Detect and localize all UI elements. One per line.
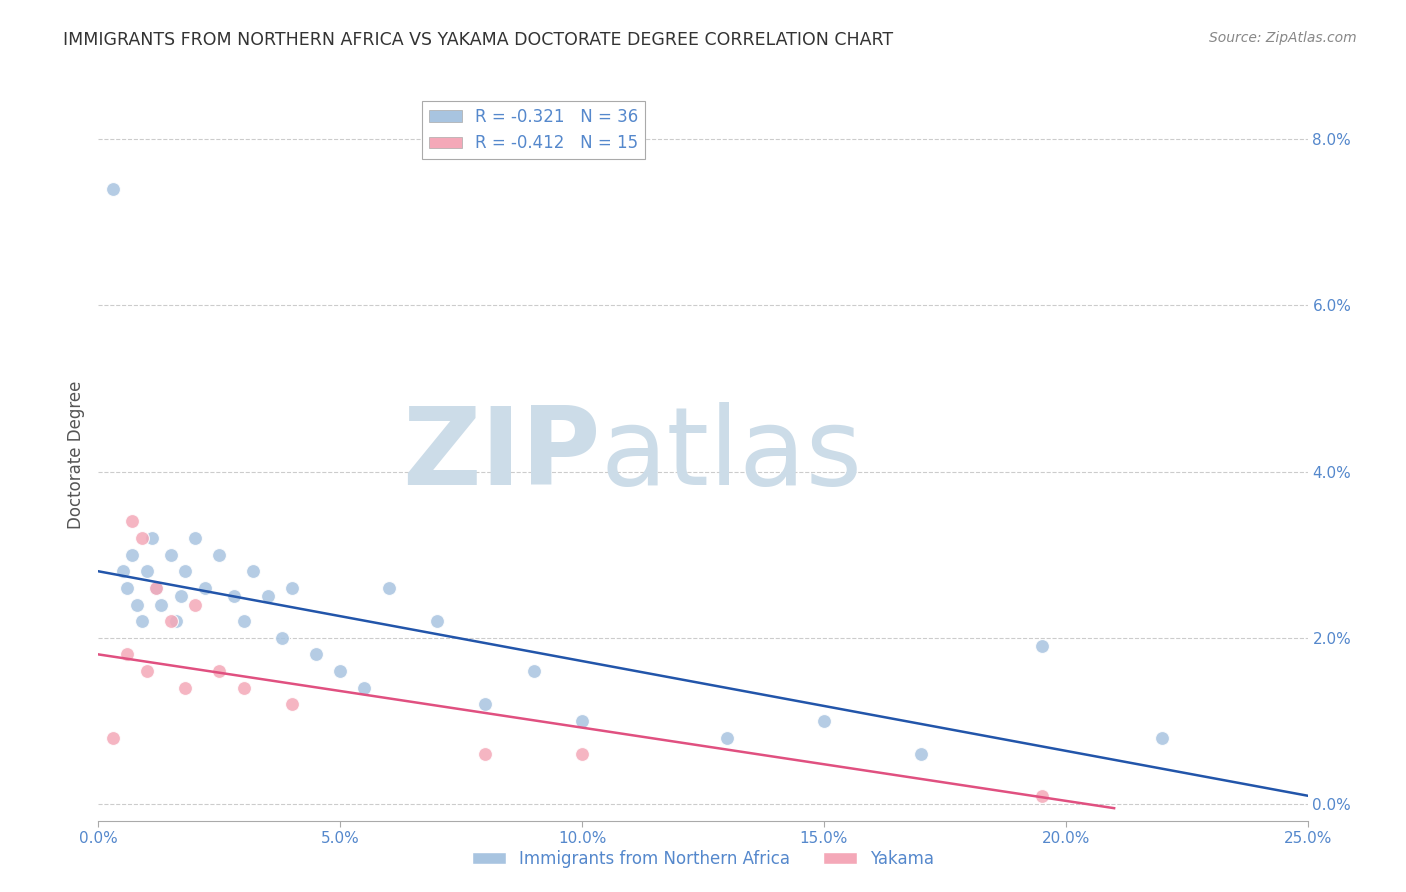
Point <box>101 182 124 196</box>
Point <box>135 564 157 578</box>
Point <box>169 589 191 603</box>
Text: Source: ZipAtlas.com: Source: ZipAtlas.com <box>1209 31 1357 45</box>
Point <box>1152 731 1174 745</box>
Point <box>242 564 264 578</box>
Point <box>117 581 139 595</box>
Point <box>716 731 738 745</box>
Point <box>256 589 278 603</box>
Point <box>281 581 304 595</box>
Point <box>117 648 139 662</box>
Point <box>474 747 496 761</box>
Point <box>131 614 153 628</box>
Point <box>121 515 143 529</box>
Point <box>135 664 157 678</box>
Point <box>174 564 197 578</box>
Point <box>184 598 207 612</box>
Point <box>474 698 496 712</box>
Point <box>222 589 245 603</box>
Point <box>271 631 294 645</box>
Point <box>141 531 163 545</box>
Y-axis label: Doctorate Degree: Doctorate Degree <box>66 381 84 529</box>
Text: IMMIGRANTS FROM NORTHERN AFRICA VS YAKAMA DOCTORATE DEGREE CORRELATION CHART: IMMIGRANTS FROM NORTHERN AFRICA VS YAKAM… <box>63 31 893 49</box>
Legend: R = -0.321   N = 36, R = -0.412   N = 15: R = -0.321 N = 36, R = -0.412 N = 15 <box>422 101 645 159</box>
Point <box>232 681 254 695</box>
Point <box>377 581 399 595</box>
Text: atlas: atlas <box>600 402 862 508</box>
Point <box>305 648 328 662</box>
Point <box>426 614 449 628</box>
Point <box>174 681 197 695</box>
Point <box>127 598 149 612</box>
Point <box>329 664 352 678</box>
Legend: Immigrants from Northern Africa, Yakama: Immigrants from Northern Africa, Yakama <box>465 844 941 875</box>
Point <box>150 598 173 612</box>
Point <box>281 698 304 712</box>
Point <box>523 664 546 678</box>
Point <box>571 714 593 728</box>
Point <box>111 564 134 578</box>
Point <box>184 531 207 545</box>
Point <box>910 747 932 761</box>
Point <box>208 664 231 678</box>
Text: ZIP: ZIP <box>402 402 600 508</box>
Point <box>1031 789 1053 803</box>
Point <box>571 747 593 761</box>
Point <box>131 531 153 545</box>
Point <box>101 731 124 745</box>
Point <box>813 714 835 728</box>
Point <box>145 581 167 595</box>
Point <box>145 581 167 595</box>
Point <box>121 548 143 562</box>
Point <box>160 614 183 628</box>
Point <box>353 681 375 695</box>
Point <box>208 548 231 562</box>
Point <box>232 614 254 628</box>
Point <box>1031 639 1053 653</box>
Point <box>194 581 217 595</box>
Point <box>160 548 183 562</box>
Point <box>165 614 187 628</box>
